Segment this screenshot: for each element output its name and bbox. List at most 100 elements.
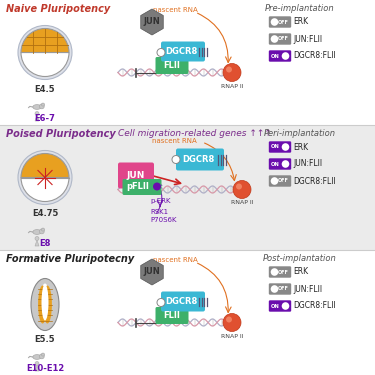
Circle shape	[42, 353, 45, 356]
Polygon shape	[141, 259, 163, 285]
Text: nascent RNA: nascent RNA	[153, 257, 197, 263]
FancyBboxPatch shape	[269, 16, 291, 28]
Text: nascent RNA: nascent RNA	[152, 138, 197, 144]
Ellipse shape	[42, 285, 48, 321]
Text: RNAP II: RNAP II	[220, 84, 243, 88]
Circle shape	[18, 26, 72, 80]
Text: JUN: JUN	[127, 171, 145, 180]
FancyBboxPatch shape	[269, 283, 291, 295]
Text: E8: E8	[39, 239, 51, 248]
Circle shape	[39, 354, 44, 359]
Text: P70S6K: P70S6K	[150, 217, 177, 223]
Text: DGCR8: DGCR8	[165, 297, 197, 306]
Text: ON: ON	[271, 144, 279, 150]
Text: E10-E12: E10-E12	[26, 364, 64, 373]
Ellipse shape	[33, 230, 41, 234]
FancyBboxPatch shape	[269, 300, 291, 312]
Text: OFF: OFF	[278, 270, 288, 274]
Text: JUN:FLII: JUN:FLII	[293, 159, 322, 168]
Text: ON: ON	[271, 303, 279, 309]
Text: Naive Pluripotency: Naive Pluripotency	[6, 4, 110, 14]
Circle shape	[282, 160, 289, 168]
Circle shape	[271, 285, 278, 293]
Wedge shape	[21, 53, 69, 76]
Circle shape	[271, 18, 278, 26]
Wedge shape	[21, 153, 69, 177]
Circle shape	[282, 143, 289, 151]
Circle shape	[226, 316, 232, 322]
Text: OFF: OFF	[278, 36, 288, 42]
Circle shape	[282, 52, 289, 60]
Text: Post-implantation: Post-implantation	[263, 254, 337, 263]
Circle shape	[157, 48, 165, 57]
Text: Cell migration-related genes ↑↑↑: Cell migration-related genes ↑↑↑	[118, 129, 272, 138]
Text: FLII: FLII	[164, 61, 180, 70]
Wedge shape	[21, 28, 69, 53]
Text: E6-7: E6-7	[34, 114, 56, 123]
Text: Poised Pluripotency: Poised Pluripotency	[6, 129, 116, 139]
FancyBboxPatch shape	[269, 175, 291, 187]
Circle shape	[39, 229, 44, 234]
Text: nascent RNA: nascent RNA	[153, 7, 197, 13]
FancyBboxPatch shape	[269, 50, 291, 62]
Circle shape	[35, 237, 39, 240]
Ellipse shape	[38, 285, 47, 324]
Text: DGCR8:FLII: DGCR8:FLII	[293, 51, 336, 60]
Circle shape	[233, 180, 251, 198]
Circle shape	[42, 103, 45, 106]
Text: E5.5: E5.5	[34, 334, 56, 344]
Text: DGCR8: DGCR8	[182, 155, 214, 164]
Text: pFLII: pFLII	[126, 182, 149, 191]
Circle shape	[226, 66, 232, 72]
Circle shape	[271, 35, 278, 43]
FancyBboxPatch shape	[118, 162, 154, 189]
Text: JUN:FLII: JUN:FLII	[293, 34, 322, 44]
Text: Peri-implantation: Peri-implantation	[264, 129, 336, 138]
Polygon shape	[35, 115, 39, 121]
Text: ON: ON	[271, 162, 279, 166]
Text: FLII: FLII	[164, 311, 180, 320]
Polygon shape	[35, 240, 39, 246]
FancyBboxPatch shape	[176, 148, 224, 171]
FancyBboxPatch shape	[123, 179, 162, 195]
FancyBboxPatch shape	[269, 141, 291, 153]
Circle shape	[39, 104, 44, 109]
Text: JUN: JUN	[144, 267, 160, 276]
Text: DGCR8:FLII: DGCR8:FLII	[293, 177, 336, 186]
FancyBboxPatch shape	[0, 125, 375, 250]
Text: ERK: ERK	[293, 142, 308, 152]
Text: RSK1: RSK1	[150, 209, 168, 214]
FancyBboxPatch shape	[269, 33, 291, 45]
FancyBboxPatch shape	[156, 57, 189, 74]
Circle shape	[271, 177, 278, 185]
Text: DGCR8: DGCR8	[165, 47, 197, 56]
Text: OFF: OFF	[278, 178, 288, 183]
Circle shape	[282, 302, 289, 310]
Text: JUN:FLII: JUN:FLII	[293, 285, 322, 294]
Circle shape	[157, 298, 165, 306]
Circle shape	[223, 63, 241, 81]
FancyBboxPatch shape	[269, 266, 291, 278]
Text: OFF: OFF	[278, 286, 288, 291]
Text: E4.5: E4.5	[34, 84, 56, 93]
Ellipse shape	[43, 285, 52, 324]
Ellipse shape	[40, 284, 50, 321]
Circle shape	[35, 111, 39, 116]
Ellipse shape	[31, 279, 59, 330]
Text: Formative Pluripotecny: Formative Pluripotecny	[6, 254, 134, 264]
Text: ERK: ERK	[293, 267, 308, 276]
Text: ERK: ERK	[293, 18, 308, 27]
FancyBboxPatch shape	[269, 158, 291, 170]
Circle shape	[35, 362, 39, 366]
Polygon shape	[141, 9, 163, 35]
Text: p-ERK: p-ERK	[150, 198, 171, 204]
Circle shape	[236, 183, 242, 189]
Text: DGCR8:FLII: DGCR8:FLII	[293, 302, 336, 310]
Text: RNAP II: RNAP II	[231, 201, 254, 206]
Text: OFF: OFF	[278, 20, 288, 24]
Circle shape	[18, 150, 72, 204]
Polygon shape	[35, 365, 39, 371]
Circle shape	[172, 156, 180, 164]
Text: ON: ON	[271, 54, 279, 58]
Text: JUN: JUN	[144, 18, 160, 27]
